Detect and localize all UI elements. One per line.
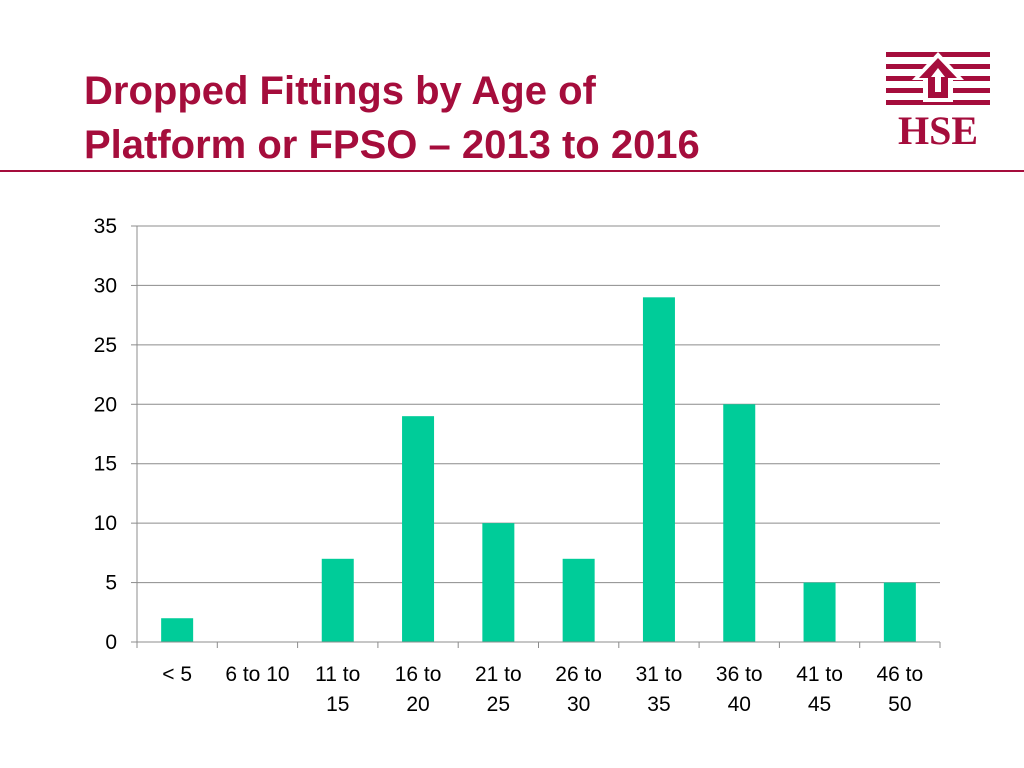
x-tick-label: 45: [808, 693, 831, 716]
bars: [161, 297, 916, 642]
bar: [803, 582, 836, 642]
tick-labels: 0 5 10 15 20 25 30 35 < 5 6 to 10 11 to 15 16 to 20 21…: [94, 215, 924, 716]
y-tick-label: 20: [94, 393, 117, 416]
y-tick-label: 5: [105, 572, 117, 595]
bar: [161, 618, 194, 642]
x-tick-label: 40: [728, 693, 751, 716]
x-tick-label: 50: [888, 693, 911, 716]
x-tick-label: 21 to: [475, 663, 522, 686]
slide-title: Dropped Fittings by Age of Platform or F…: [84, 64, 844, 172]
y-tick-label: 35: [94, 215, 117, 238]
x-tick-label: 20: [406, 693, 429, 716]
x-tick-label: 30: [567, 693, 590, 716]
y-tick-label: 0: [105, 631, 117, 654]
bar: [482, 523, 515, 642]
x-tick-label: 15: [326, 693, 349, 716]
hse-logo: HSE: [886, 52, 990, 150]
bar: [321, 558, 354, 642]
x-tick-label: 41 to: [796, 663, 843, 686]
title-divider: [0, 170, 1024, 172]
x-tick-label: 25: [487, 693, 510, 716]
x-tick-label: 11 to: [315, 663, 360, 686]
gridlines: [137, 225, 940, 584]
hse-logo-text: HSE: [898, 108, 978, 150]
x-tick-label: 35: [647, 693, 670, 716]
x-tick-label: 46 to: [876, 663, 923, 686]
x-tick-label: 36 to: [716, 663, 763, 686]
x-tick-label: 31 to: [636, 663, 683, 686]
y-tick-label: 15: [94, 453, 117, 476]
y-tick-label: 30: [94, 274, 117, 297]
bar: [883, 582, 916, 642]
x-tick-label: 6 to 10: [225, 663, 289, 686]
x-tick-label: 26 to: [555, 663, 602, 686]
slide-title-line-2: Platform or FPSO – 2013 to 2016: [84, 123, 700, 167]
y-tick-label: 10: [94, 512, 117, 535]
bar: [562, 558, 595, 642]
bar: [723, 404, 756, 642]
bar: [402, 416, 435, 642]
x-tick-label: < 5: [162, 663, 192, 686]
bar: [642, 297, 675, 642]
y-tick-label: 25: [94, 334, 117, 357]
x-tick-label: 16 to: [395, 663, 442, 686]
axes: [131, 225, 941, 648]
slide-title-line-1: Dropped Fittings by Age of: [84, 69, 596, 113]
